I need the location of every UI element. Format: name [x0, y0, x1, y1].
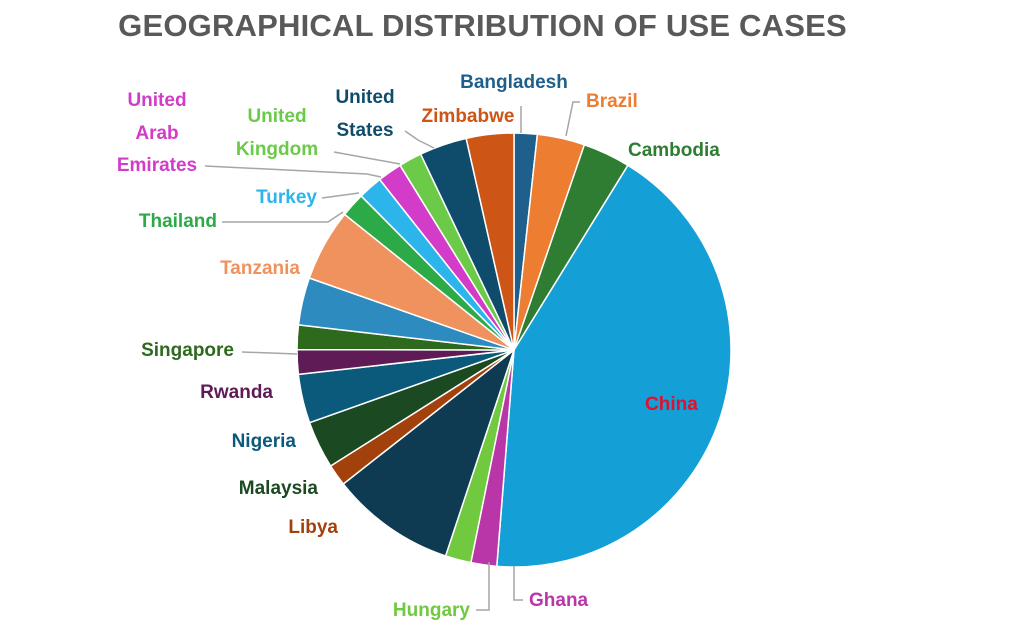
- slice-label-brazil: Brazil: [586, 91, 638, 112]
- leader-line-singapore: [241, 351, 298, 355]
- leader-line-hungary: [476, 562, 490, 611]
- slice-label-united-arab-emirates: United Arab Emirates: [117, 90, 197, 176]
- chart-title: GEOGRAPHICAL DISTRIBUTION OF USE CASES: [118, 8, 847, 43]
- slice-label-china: China: [645, 394, 698, 415]
- leader-line-ghana: [513, 566, 523, 601]
- pie-slice-unlabeled-6: [342, 347, 516, 557]
- slice-label-zimbabwe: Zimbabwe: [422, 106, 515, 127]
- slice-label-united-kingdom: United Kingdom: [236, 106, 318, 160]
- slice-label-tanzania: Tanzania: [220, 258, 300, 279]
- leader-line-brazil: [565, 101, 580, 137]
- pie-slice-china: [495, 164, 732, 568]
- leader-line-united-arab-emirates: [204, 165, 382, 178]
- leader-line-turkey: [321, 192, 360, 199]
- leader-line-united-kingdom: [333, 151, 401, 165]
- slice-label-turkey: Turkey: [256, 187, 317, 208]
- slice-label-hungary: Hungary: [393, 600, 471, 621]
- slice-label-malaysia: Malaysia: [239, 478, 319, 499]
- slice-label-united-states: United States: [335, 87, 394, 141]
- slice-label-nigeria: Nigeria: [232, 431, 297, 452]
- slice-label-bangladesh: Bangladesh: [460, 72, 568, 93]
- pie-slice-zimbabwe: [465, 132, 515, 351]
- leader-line-united-states: [404, 130, 435, 149]
- slice-label-singapore: Singapore: [141, 340, 234, 361]
- slice-label-rwanda: Rwanda: [200, 382, 273, 403]
- slice-label-thailand: Thailand: [139, 211, 217, 232]
- slice-label-ghana: Ghana: [529, 590, 589, 611]
- leader-line-thailand: [222, 211, 344, 223]
- slice-label-cambodia: Cambodia: [628, 140, 720, 161]
- slice-label-libya: Libya: [288, 517, 338, 538]
